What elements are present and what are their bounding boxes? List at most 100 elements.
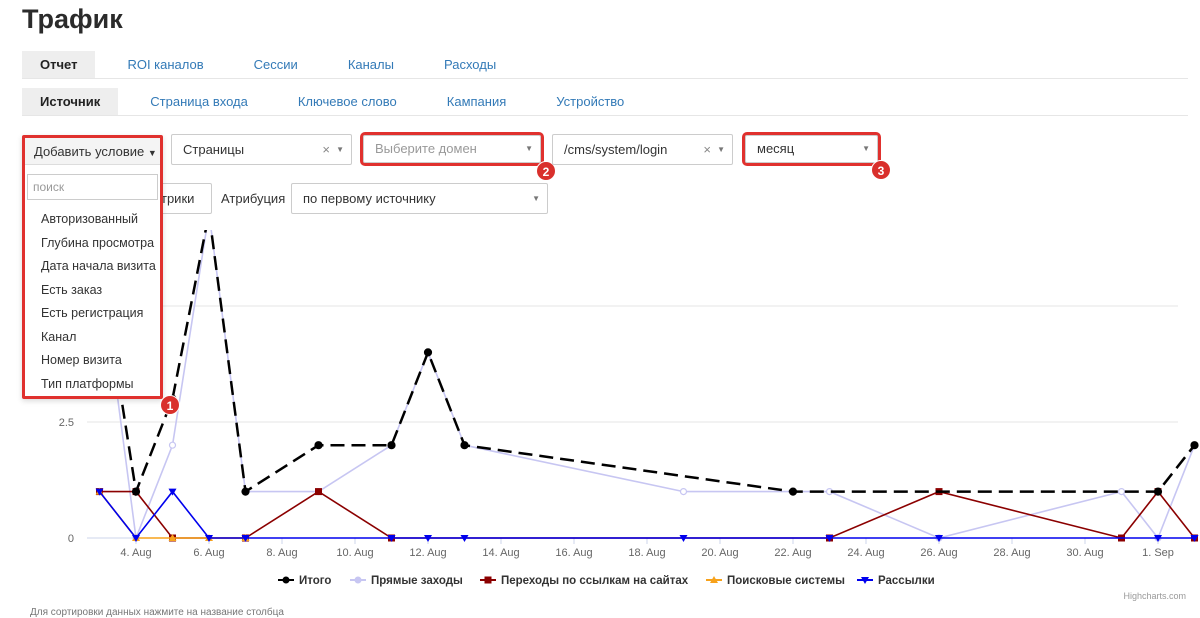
data-point	[1153, 487, 1163, 496]
x-tick-label: 8. Aug	[266, 547, 297, 559]
chevron-down-icon: ▼	[525, 144, 533, 153]
legend-marker	[282, 576, 290, 584]
tab-channel-roi[interactable]: ROI каналов	[127, 57, 204, 72]
tab-campaign[interactable]: Кампания	[446, 94, 507, 109]
pages-select[interactable]: Страницы × ▼	[171, 134, 352, 165]
annotation-badge-3: 3	[871, 160, 891, 180]
data-point	[460, 441, 469, 450]
path-select[interactable]: /cms/system/login × ▼	[552, 134, 733, 165]
y-tick-label: 2.5	[59, 417, 74, 429]
legend-item[interactable]: Переходы по ссылкам на сайтах	[501, 575, 689, 587]
data-point	[387, 441, 396, 450]
report-tabs: Отчет ROI каналов Сессии Каналы Расходы	[22, 51, 1188, 79]
data-point	[168, 441, 177, 449]
data-point	[423, 348, 433, 357]
page-title: Трафик	[22, 4, 123, 34]
data-point	[1117, 488, 1126, 496]
clear-icon[interactable]: ×	[703, 142, 711, 157]
condition-item[interactable]: Авторизованный	[41, 212, 138, 226]
x-tick-label: 26. Aug	[920, 547, 957, 559]
data-point	[131, 487, 141, 496]
add-condition-button[interactable]: Добавить условие ▼	[25, 138, 160, 165]
chart-credit[interactable]: Highcharts.com	[1123, 591, 1186, 601]
attribution-select-value: по первому источнику	[303, 191, 436, 206]
x-tick-label: 10. Aug	[336, 547, 373, 559]
legend-marker	[861, 577, 869, 584]
tab-sessions[interactable]: Сессии	[253, 57, 298, 72]
path-select-value: /cms/system/login	[564, 142, 668, 157]
legend-marker	[710, 576, 718, 583]
caret-down-icon: ▼	[147, 148, 157, 158]
attribution-label: Атрибуция	[221, 191, 286, 206]
annotation-badge-1: 1	[160, 395, 180, 415]
condition-item[interactable]: Глубина просмотра	[41, 235, 155, 250]
legend-item[interactable]: Поисковые системы	[727, 575, 845, 587]
data-point	[1190, 441, 1199, 450]
metrics-button[interactable]: трики	[160, 183, 212, 214]
domain-select-placeholder: Выберите домен	[375, 141, 477, 156]
period-select-value: месяц	[757, 141, 795, 156]
condition-item[interactable]: Номер визита	[41, 353, 122, 367]
condition-item[interactable]: Дата начала визита	[41, 259, 156, 273]
data-point	[1154, 535, 1162, 542]
chevron-down-icon: ▼	[717, 145, 725, 154]
x-tick-label: 12. Aug	[409, 547, 446, 559]
data-point	[679, 488, 688, 496]
x-tick-label: 30. Aug	[1066, 547, 1103, 559]
sort-hint: Для сортировки данных нажмите на названи…	[30, 607, 284, 618]
legend-marker	[354, 576, 362, 584]
tab-device[interactable]: Устройство	[556, 94, 625, 109]
data-point	[241, 487, 250, 496]
legend-marker	[484, 576, 492, 584]
x-tick-label: 14. Aug	[482, 547, 519, 559]
legend-item[interactable]: Итого	[299, 575, 331, 587]
condition-search-input[interactable]	[27, 174, 158, 200]
x-tick-label: 20. Aug	[701, 547, 738, 559]
condition-item[interactable]: Тип платформы	[41, 376, 134, 391]
data-point	[825, 535, 834, 542]
add-condition-dropdown: Добавить условие ▼ Авторизованный Глубин…	[22, 135, 163, 399]
x-tick-label: 18. Aug	[628, 547, 665, 559]
add-condition-label: Добавить условие	[34, 144, 145, 159]
tab-source[interactable]: Источник	[22, 88, 119, 115]
x-tick-label: 24. Aug	[847, 547, 884, 559]
data-point	[788, 487, 798, 496]
x-tick-label: 1. Sep	[1142, 547, 1174, 559]
data-point	[935, 535, 943, 542]
condition-item[interactable]: Канал	[41, 329, 77, 344]
x-tick-label: 22. Aug	[774, 547, 811, 559]
legend-item[interactable]: Прямые заходы	[371, 575, 463, 587]
tab-keyword[interactable]: Ключевое слово	[297, 94, 397, 109]
annotation-badge-2: 2	[536, 161, 556, 181]
domain-select[interactable]: Выберите домен ▼	[360, 132, 544, 166]
condition-item[interactable]: Есть регистрация	[41, 306, 144, 320]
chevron-down-icon: ▼	[532, 194, 540, 203]
attribution-select[interactable]: по первому источнику ▼	[291, 183, 548, 214]
series-line	[99, 490, 1196, 539]
y-tick-label: 0	[68, 533, 74, 545]
tab-expenses[interactable]: Расходы	[443, 57, 497, 72]
x-tick-label: 16. Aug	[555, 547, 592, 559]
chevron-down-icon: ▼	[336, 145, 344, 154]
tab-landing-page[interactable]: Страница входа	[150, 94, 248, 109]
x-tick-label: 6. Aug	[193, 547, 224, 559]
data-point	[387, 535, 396, 542]
data-point	[132, 535, 140, 542]
tab-report[interactable]: Отчет	[22, 51, 96, 78]
chevron-down-icon: ▼	[862, 144, 870, 153]
condition-list: Авторизованный Глубина просмотра Дата на…	[25, 208, 160, 396]
data-point	[314, 441, 323, 450]
period-select[interactable]: месяц ▼	[742, 132, 881, 166]
series-line	[98, 491, 246, 539]
legend-item[interactable]: Рассылки	[878, 575, 935, 587]
tab-channels[interactable]: Каналы	[347, 57, 394, 72]
condition-item[interactable]: Есть заказ	[41, 282, 103, 297]
x-tick-label: 28. Aug	[993, 547, 1030, 559]
pages-select-value: Страницы	[183, 142, 245, 157]
clear-icon[interactable]: ×	[322, 142, 330, 157]
data-point	[95, 488, 104, 496]
dimension-tabs: Источник Страница входа Ключевое слово К…	[22, 88, 1188, 116]
series-line	[98, 230, 1196, 497]
data-point	[241, 535, 250, 542]
